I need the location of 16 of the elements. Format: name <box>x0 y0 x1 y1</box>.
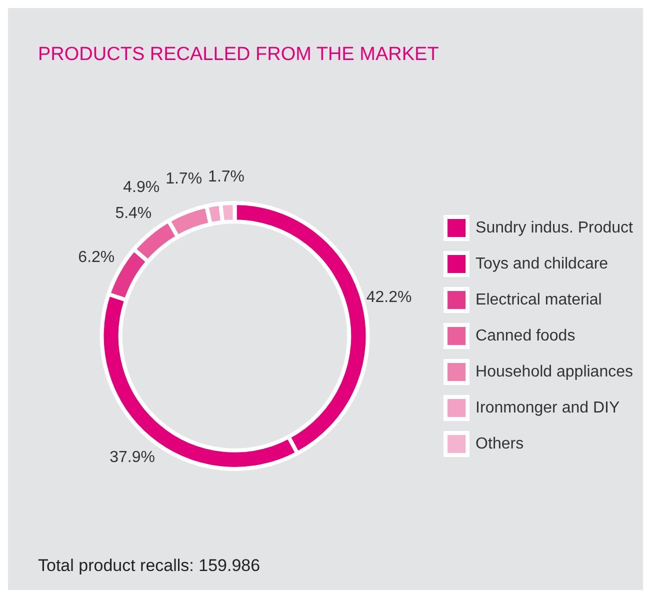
legend-label: Toys and childcare <box>476 255 608 272</box>
legend-label: Ironmonger and DIY <box>476 399 620 416</box>
legend-label: Sundry indus. Product <box>476 219 634 236</box>
data-label: 4.9% <box>123 179 160 196</box>
text: Total product recalls: 159.986 <box>38 556 260 576</box>
data-label: 5.4% <box>115 204 152 222</box>
data-label: 6.2% <box>78 249 115 266</box>
data-label: 1.7% <box>166 170 202 188</box>
legend-label: Canned foods <box>476 327 576 344</box>
legend-label: Electrical material <box>476 291 602 308</box>
data-label: 1.7% <box>208 168 245 186</box>
legend-label: Others <box>476 435 524 452</box>
data-label: 37.9% <box>110 448 155 466</box>
data-label: 42.2% <box>366 288 412 306</box>
chart-title: PRODUCTS RECALLED FROM THE MARKET <box>38 44 439 66</box>
legend-label: Household appliances <box>476 363 634 380</box>
